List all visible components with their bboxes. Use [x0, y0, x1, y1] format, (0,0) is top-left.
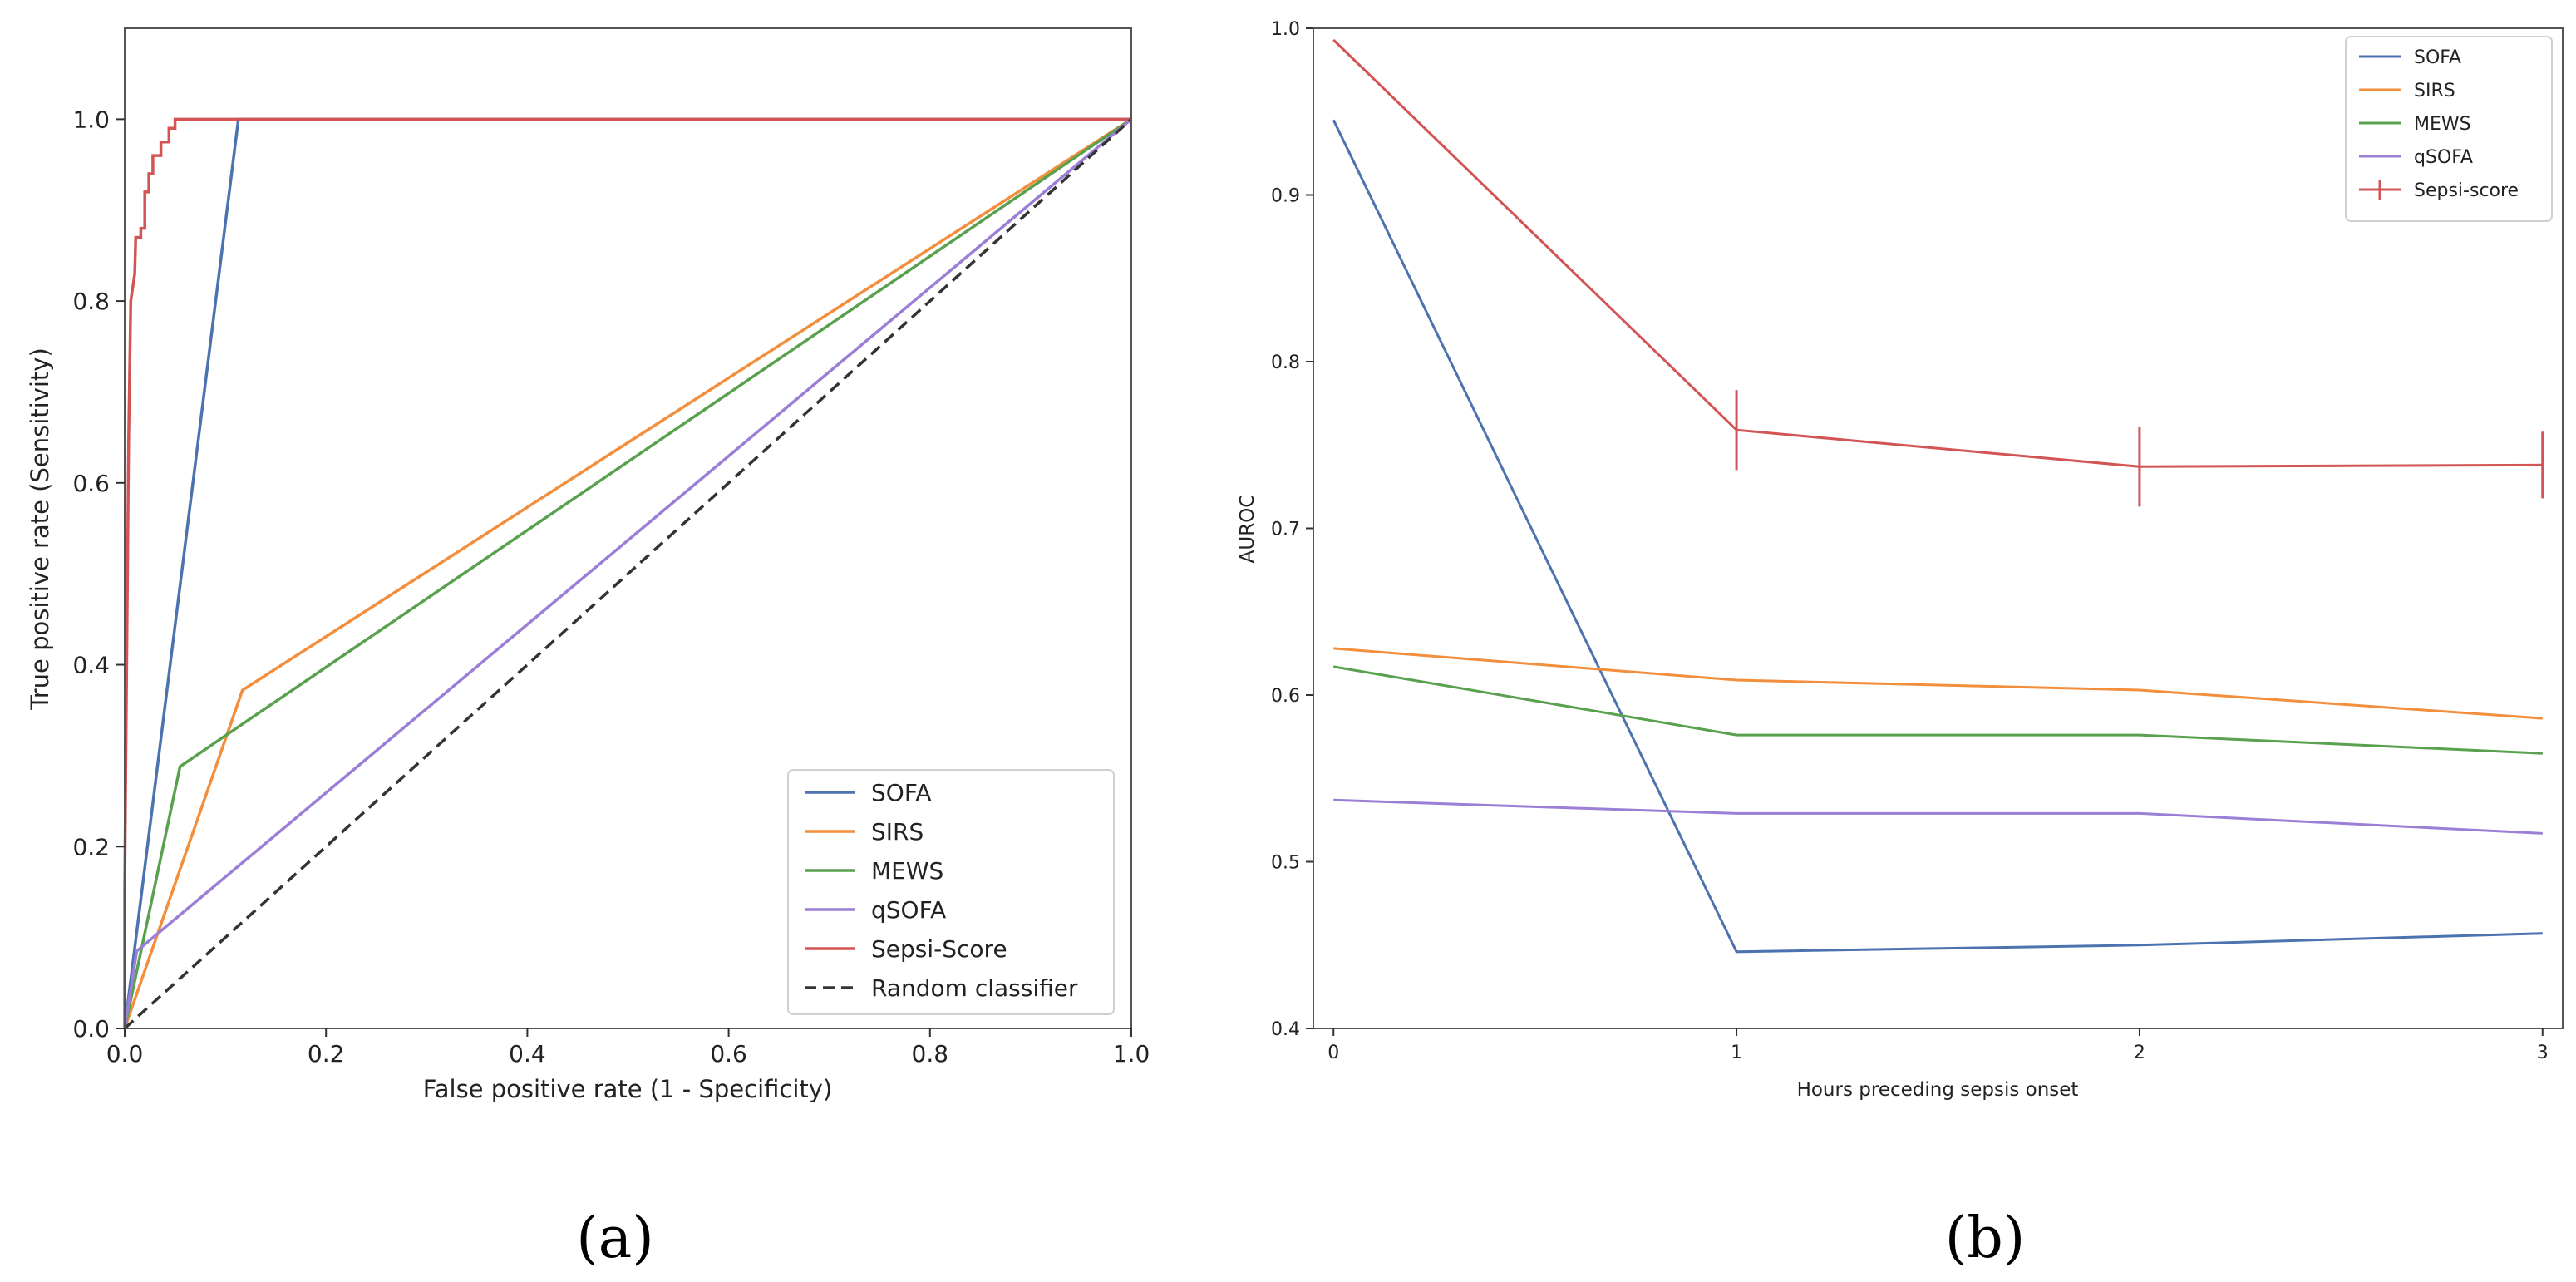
panel-a-caption: (a)	[576, 1206, 654, 1271]
roc-legend-label-sirs: SIRS	[871, 818, 924, 846]
roc-legend-label-qsofa: qSOFA	[871, 896, 946, 924]
auroc-chart: 0 1 2 3 0.4 0.5 0.6 0.7 0.8 0.9 1.0 Hours precedi…	[1237, 19, 2564, 1271]
roc-x-tick-label: 0.6	[710, 1040, 747, 1068]
auroc-series-line-qsofa	[1333, 798, 2543, 835]
roc-series-line-mews	[123, 117, 1132, 1029]
roc-y-tick-label: 0.0	[72, 1015, 110, 1043]
roc-x-tick-label: 0.8	[912, 1040, 949, 1068]
roc-y-tick-label: 0.4	[72, 652, 110, 679]
auroc-legend: SOFA SIRS MEWS qSOFA Sepsi-score	[2345, 36, 2553, 222]
auroc-x-tick-label: 2	[2134, 1043, 2145, 1063]
auroc-x-tick-label: 3	[2537, 1043, 2549, 1063]
roc-x-tick-label: 0.4	[509, 1040, 546, 1068]
roc-series-line-sepsi-score	[123, 117, 1131, 1028]
auroc-legend-label-sepsi-score: Sepsi-score	[2414, 180, 2519, 201]
roc-y-tick-label: 0.2	[72, 833, 110, 860]
auroc-x-ticks: 0 1 2 3	[1327, 1028, 2549, 1063]
roc-x-axis-label: False positive rate (1 - Specificity)	[423, 1075, 833, 1103]
roc-chart: 0.0 0.2 0.4 0.6 0.8 1.0 0.0 0.2 0.4 0.6 0.8 1.0 Fa…	[26, 27, 1150, 1271]
roc-series-line-random-classifier	[123, 118, 1133, 1030]
roc-legend: SOFA SIRS MEWS qSOFA Sepsi-Score Random class…	[787, 769, 1115, 1015]
auroc-y-tick-label: 0.6	[1271, 686, 1300, 707]
auroc-y-axis-label: AUROC	[1237, 495, 1258, 564]
roc-legend-label-sofa: SOFA	[871, 779, 932, 806]
roc-y-tick-label: 1.0	[72, 106, 110, 133]
roc-y-axis-label: True positive rate (Sensitivity)	[26, 348, 54, 711]
auroc-x-tick-label: 0	[1327, 1043, 1339, 1063]
auroc-y-tick-label: 0.8	[1271, 353, 1300, 373]
roc-x-tick-label: 1.0	[1113, 1040, 1150, 1068]
roc-x-tick-label: 0.2	[308, 1040, 345, 1068]
auroc-legend-label-mews: MEWS	[2414, 114, 2471, 135]
panel-b-caption: (b)	[1945, 1206, 2026, 1271]
roc-legend-label-sepsi-score: Sepsi-Score	[871, 935, 1007, 963]
auroc-series-line-mews	[1332, 665, 2543, 755]
auroc-legend-label-sirs: SIRS	[2414, 81, 2455, 101]
auroc-series-line-sepsi-score	[1332, 38, 2543, 468]
auroc-series-line-sofa	[1332, 119, 2543, 954]
roc-legend-box	[787, 769, 1115, 1015]
auroc-legend-label-sofa: SOFA	[2414, 47, 2461, 68]
auroc-x-axis-label: Hours preceding sepsis onset	[1797, 1079, 2079, 1101]
roc-legend-label-mews: MEWS	[871, 857, 943, 885]
auroc-series-group	[1332, 38, 2544, 954]
auroc-series-line-sirs	[1333, 647, 2543, 720]
auroc-legend-label-qsofa: qSOFA	[2414, 147, 2473, 168]
auroc-legend-box	[2345, 36, 2553, 222]
roc-y-tick-label: 0.8	[72, 288, 110, 315]
auroc-y-ticks: 0.4 0.5 0.6 0.7 0.8 0.9 1.0	[1271, 19, 1313, 1040]
auroc-y-tick-label: 0.4	[1271, 1019, 1300, 1040]
roc-plot-frame	[124, 27, 1132, 1029]
auroc-y-tick-label: 1.0	[1271, 19, 1300, 40]
auroc-y-tick-label: 0.5	[1271, 853, 1300, 874]
auroc-y-tick-label: 0.9	[1271, 186, 1300, 207]
auroc-y-tick-label: 0.7	[1271, 520, 1300, 540]
roc-y-ticks: 0.0 0.2 0.4 0.6 0.8 1.0	[72, 106, 125, 1043]
roc-series-line-qsofa	[123, 118, 1133, 1029]
roc-x-ticks: 0.0 0.2 0.4 0.6 0.8 1.0	[106, 1028, 1150, 1068]
auroc-x-tick-label: 1	[1731, 1043, 1742, 1063]
roc-y-tick-label: 0.6	[72, 470, 110, 497]
roc-series-line-sirs	[123, 117, 1132, 1029]
roc-series-group	[123, 117, 1133, 1030]
roc-legend-label-random-classifier: Random classifier	[871, 974, 1078, 1002]
roc-x-tick-label: 0.0	[106, 1040, 144, 1068]
